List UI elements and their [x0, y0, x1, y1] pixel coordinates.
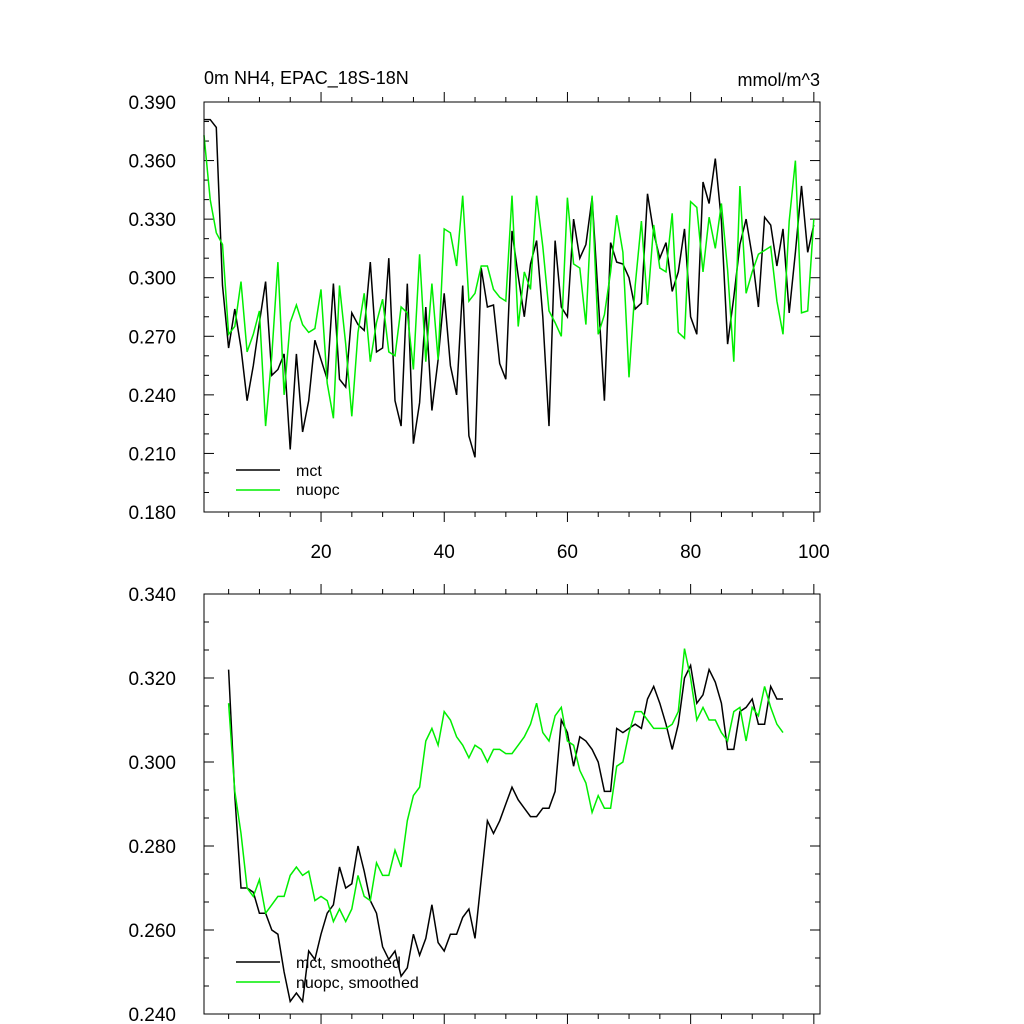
- top-plot-frame: [203, 101, 821, 513]
- top-y-tick-label: 0.300: [128, 269, 176, 290]
- top-x-tick-label: 60: [557, 542, 578, 563]
- top-legend: mct nuopc: [236, 463, 340, 499]
- bottom-legend-mct-label: mct, smoothed: [296, 955, 401, 972]
- bottom-series-nuopc-smoothed-line: [227, 648, 784, 924]
- bottom-series-mct-smoothed-line: [227, 662, 783, 1004]
- bottom-y-tick-label: 0.280: [128, 837, 176, 858]
- top-series-mct-line: [204, 118, 815, 458]
- bottom-plot-frame: [203, 593, 821, 1015]
- bottom-y-tick-label: 0.300: [128, 753, 176, 774]
- top-x-tick-labels: 20 40 60 80 100: [310, 542, 829, 563]
- top-y-tick-label: 0.210: [128, 444, 176, 465]
- top-legend-nuopc-label: nuopc: [296, 482, 340, 499]
- bottom-y-tick-labels: 0.240 0.260 0.280 0.300 0.320 0.340: [128, 585, 176, 1024]
- bottom-legend: mct, smoothed nuopc, smoothed: [236, 955, 419, 992]
- top-x-tick-label: 80: [680, 542, 701, 563]
- bottom-y-tick-label: 0.320: [128, 669, 176, 690]
- top-y-tick-label: 0.180: [128, 503, 176, 524]
- top-legend-mct-label: mct: [296, 463, 322, 480]
- top-chart-title: 0m NH4, EPAC_18S-18N: [204, 68, 409, 89]
- top-x-tick-label: 100: [798, 542, 830, 563]
- top-y-tick-label: 0.330: [128, 210, 176, 231]
- bottom-y-tick-label: 0.260: [128, 921, 176, 942]
- top-x-tick-label: 20: [310, 542, 331, 563]
- top-y-tick-label: 0.240: [128, 386, 176, 407]
- top-axis-ticks: [204, 92, 820, 522]
- bottom-y-tick-label: 0.340: [128, 585, 176, 606]
- top-series-nuopc-line: [203, 135, 815, 427]
- bottom-panel: 0.240 0.260 0.280 0.300 0.320 0.340 mct,…: [128, 584, 821, 1024]
- top-y-tick-label: 0.360: [128, 152, 176, 173]
- top-y-tick-label: 0.270: [128, 327, 176, 348]
- top-y-tick-labels: 0.180 0.210 0.240 0.270 0.300 0.330 0.36…: [128, 93, 176, 524]
- bottom-legend-nuopc-label: nuopc, smoothed: [296, 975, 419, 992]
- top-x-tick-label: 40: [434, 542, 455, 563]
- top-chart-units: mmol/m^3: [738, 70, 820, 90]
- top-panel: 0m NH4, EPAC_18S-18N mmol/m^3 0.180 0.21…: [128, 68, 829, 563]
- bottom-y-tick-label: 0.240: [128, 1005, 176, 1024]
- top-y-tick-label: 0.390: [128, 93, 176, 114]
